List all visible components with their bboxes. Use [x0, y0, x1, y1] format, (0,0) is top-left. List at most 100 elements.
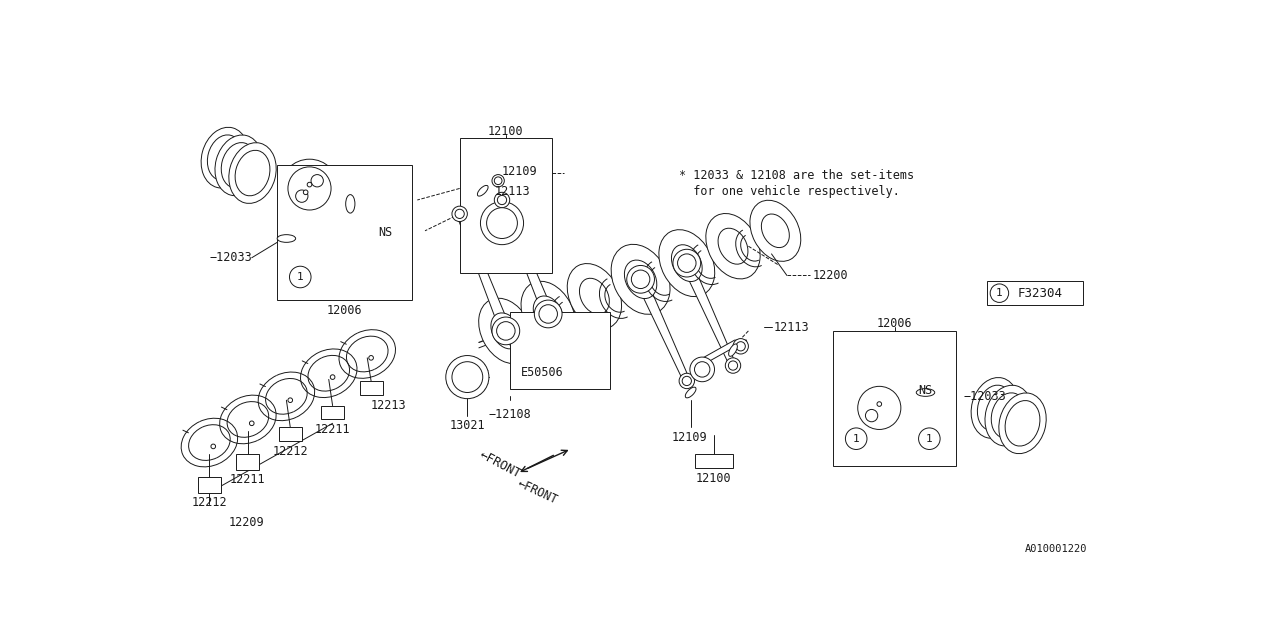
Ellipse shape	[659, 230, 714, 296]
Polygon shape	[488, 180, 516, 223]
Circle shape	[845, 428, 867, 449]
Text: 12200: 12200	[813, 269, 847, 282]
Text: −12033: −12033	[210, 252, 252, 264]
Text: 12113: 12113	[494, 184, 530, 198]
Text: 1: 1	[996, 288, 1002, 298]
Bar	[987, 281, 1083, 305]
Ellipse shape	[479, 298, 532, 364]
Bar	[695, 454, 733, 468]
Ellipse shape	[303, 190, 308, 195]
Ellipse shape	[762, 214, 790, 248]
Bar	[198, 477, 221, 493]
Ellipse shape	[625, 260, 657, 299]
Text: 12212: 12212	[192, 497, 228, 509]
Ellipse shape	[454, 209, 465, 218]
Ellipse shape	[680, 373, 695, 388]
Circle shape	[991, 284, 1009, 303]
Ellipse shape	[445, 356, 489, 399]
Bar	[321, 406, 344, 419]
Ellipse shape	[497, 322, 515, 340]
Polygon shape	[457, 212, 511, 333]
Ellipse shape	[916, 388, 934, 396]
Ellipse shape	[682, 376, 691, 385]
Text: −12033: −12033	[964, 390, 1007, 403]
Ellipse shape	[296, 190, 308, 202]
Text: 12113: 12113	[774, 321, 809, 333]
Ellipse shape	[865, 410, 878, 422]
Text: 1: 1	[297, 272, 303, 282]
Ellipse shape	[539, 305, 558, 323]
Ellipse shape	[986, 385, 1033, 446]
Text: ←FRONT: ←FRONT	[516, 477, 559, 507]
Ellipse shape	[498, 195, 507, 205]
Ellipse shape	[534, 300, 562, 328]
Ellipse shape	[494, 177, 502, 184]
Bar	[360, 381, 383, 395]
Ellipse shape	[695, 362, 710, 377]
Ellipse shape	[850, 379, 909, 437]
Ellipse shape	[280, 159, 339, 218]
Ellipse shape	[521, 281, 576, 347]
Ellipse shape	[288, 398, 293, 403]
Ellipse shape	[705, 214, 760, 279]
Text: for one vehicle respectively.: for one vehicle respectively.	[680, 184, 900, 198]
Ellipse shape	[477, 186, 488, 196]
Text: A010001220: A010001220	[1025, 544, 1087, 554]
Ellipse shape	[307, 182, 312, 187]
Ellipse shape	[858, 387, 901, 429]
Ellipse shape	[201, 127, 248, 188]
Text: 12213: 12213	[371, 399, 407, 412]
Ellipse shape	[611, 244, 669, 314]
Ellipse shape	[215, 135, 262, 196]
Polygon shape	[636, 277, 690, 382]
Text: 12212: 12212	[273, 445, 308, 458]
Ellipse shape	[631, 270, 650, 289]
Ellipse shape	[494, 192, 509, 208]
Polygon shape	[682, 261, 736, 367]
Ellipse shape	[207, 135, 242, 180]
Bar	[278, 165, 412, 300]
Polygon shape	[696, 340, 746, 362]
Ellipse shape	[534, 296, 563, 332]
Text: 1: 1	[852, 434, 860, 444]
Bar	[279, 427, 302, 441]
Bar	[237, 454, 260, 470]
Text: 12006: 12006	[877, 317, 913, 330]
Ellipse shape	[580, 278, 609, 314]
Ellipse shape	[672, 244, 703, 282]
Ellipse shape	[288, 167, 332, 210]
Text: F32304: F32304	[1018, 287, 1062, 300]
Ellipse shape	[736, 342, 745, 351]
Ellipse shape	[877, 402, 882, 406]
Ellipse shape	[229, 143, 276, 204]
Ellipse shape	[480, 202, 524, 244]
Ellipse shape	[627, 266, 654, 293]
Text: 13021: 13021	[449, 419, 485, 433]
Ellipse shape	[278, 235, 296, 243]
Ellipse shape	[311, 175, 324, 187]
Ellipse shape	[690, 357, 714, 381]
Text: 12211: 12211	[230, 474, 266, 486]
Ellipse shape	[978, 385, 1012, 431]
Ellipse shape	[728, 361, 737, 370]
Ellipse shape	[486, 208, 517, 239]
Ellipse shape	[685, 387, 696, 398]
Bar	[509, 312, 609, 388]
Circle shape	[919, 428, 940, 449]
Ellipse shape	[1005, 401, 1039, 446]
Text: −12108: −12108	[489, 408, 531, 421]
Bar	[460, 138, 552, 273]
Text: 12109: 12109	[502, 165, 538, 179]
Ellipse shape	[972, 378, 1019, 438]
Ellipse shape	[236, 150, 270, 196]
Text: 12100: 12100	[696, 472, 732, 485]
Ellipse shape	[728, 344, 737, 356]
Text: E50506: E50506	[521, 365, 564, 378]
Polygon shape	[499, 199, 553, 316]
Ellipse shape	[567, 264, 622, 329]
Ellipse shape	[673, 249, 700, 277]
Bar	[833, 331, 956, 466]
Text: ←FRONT: ←FRONT	[477, 449, 522, 481]
Ellipse shape	[221, 143, 256, 188]
Ellipse shape	[718, 228, 748, 264]
